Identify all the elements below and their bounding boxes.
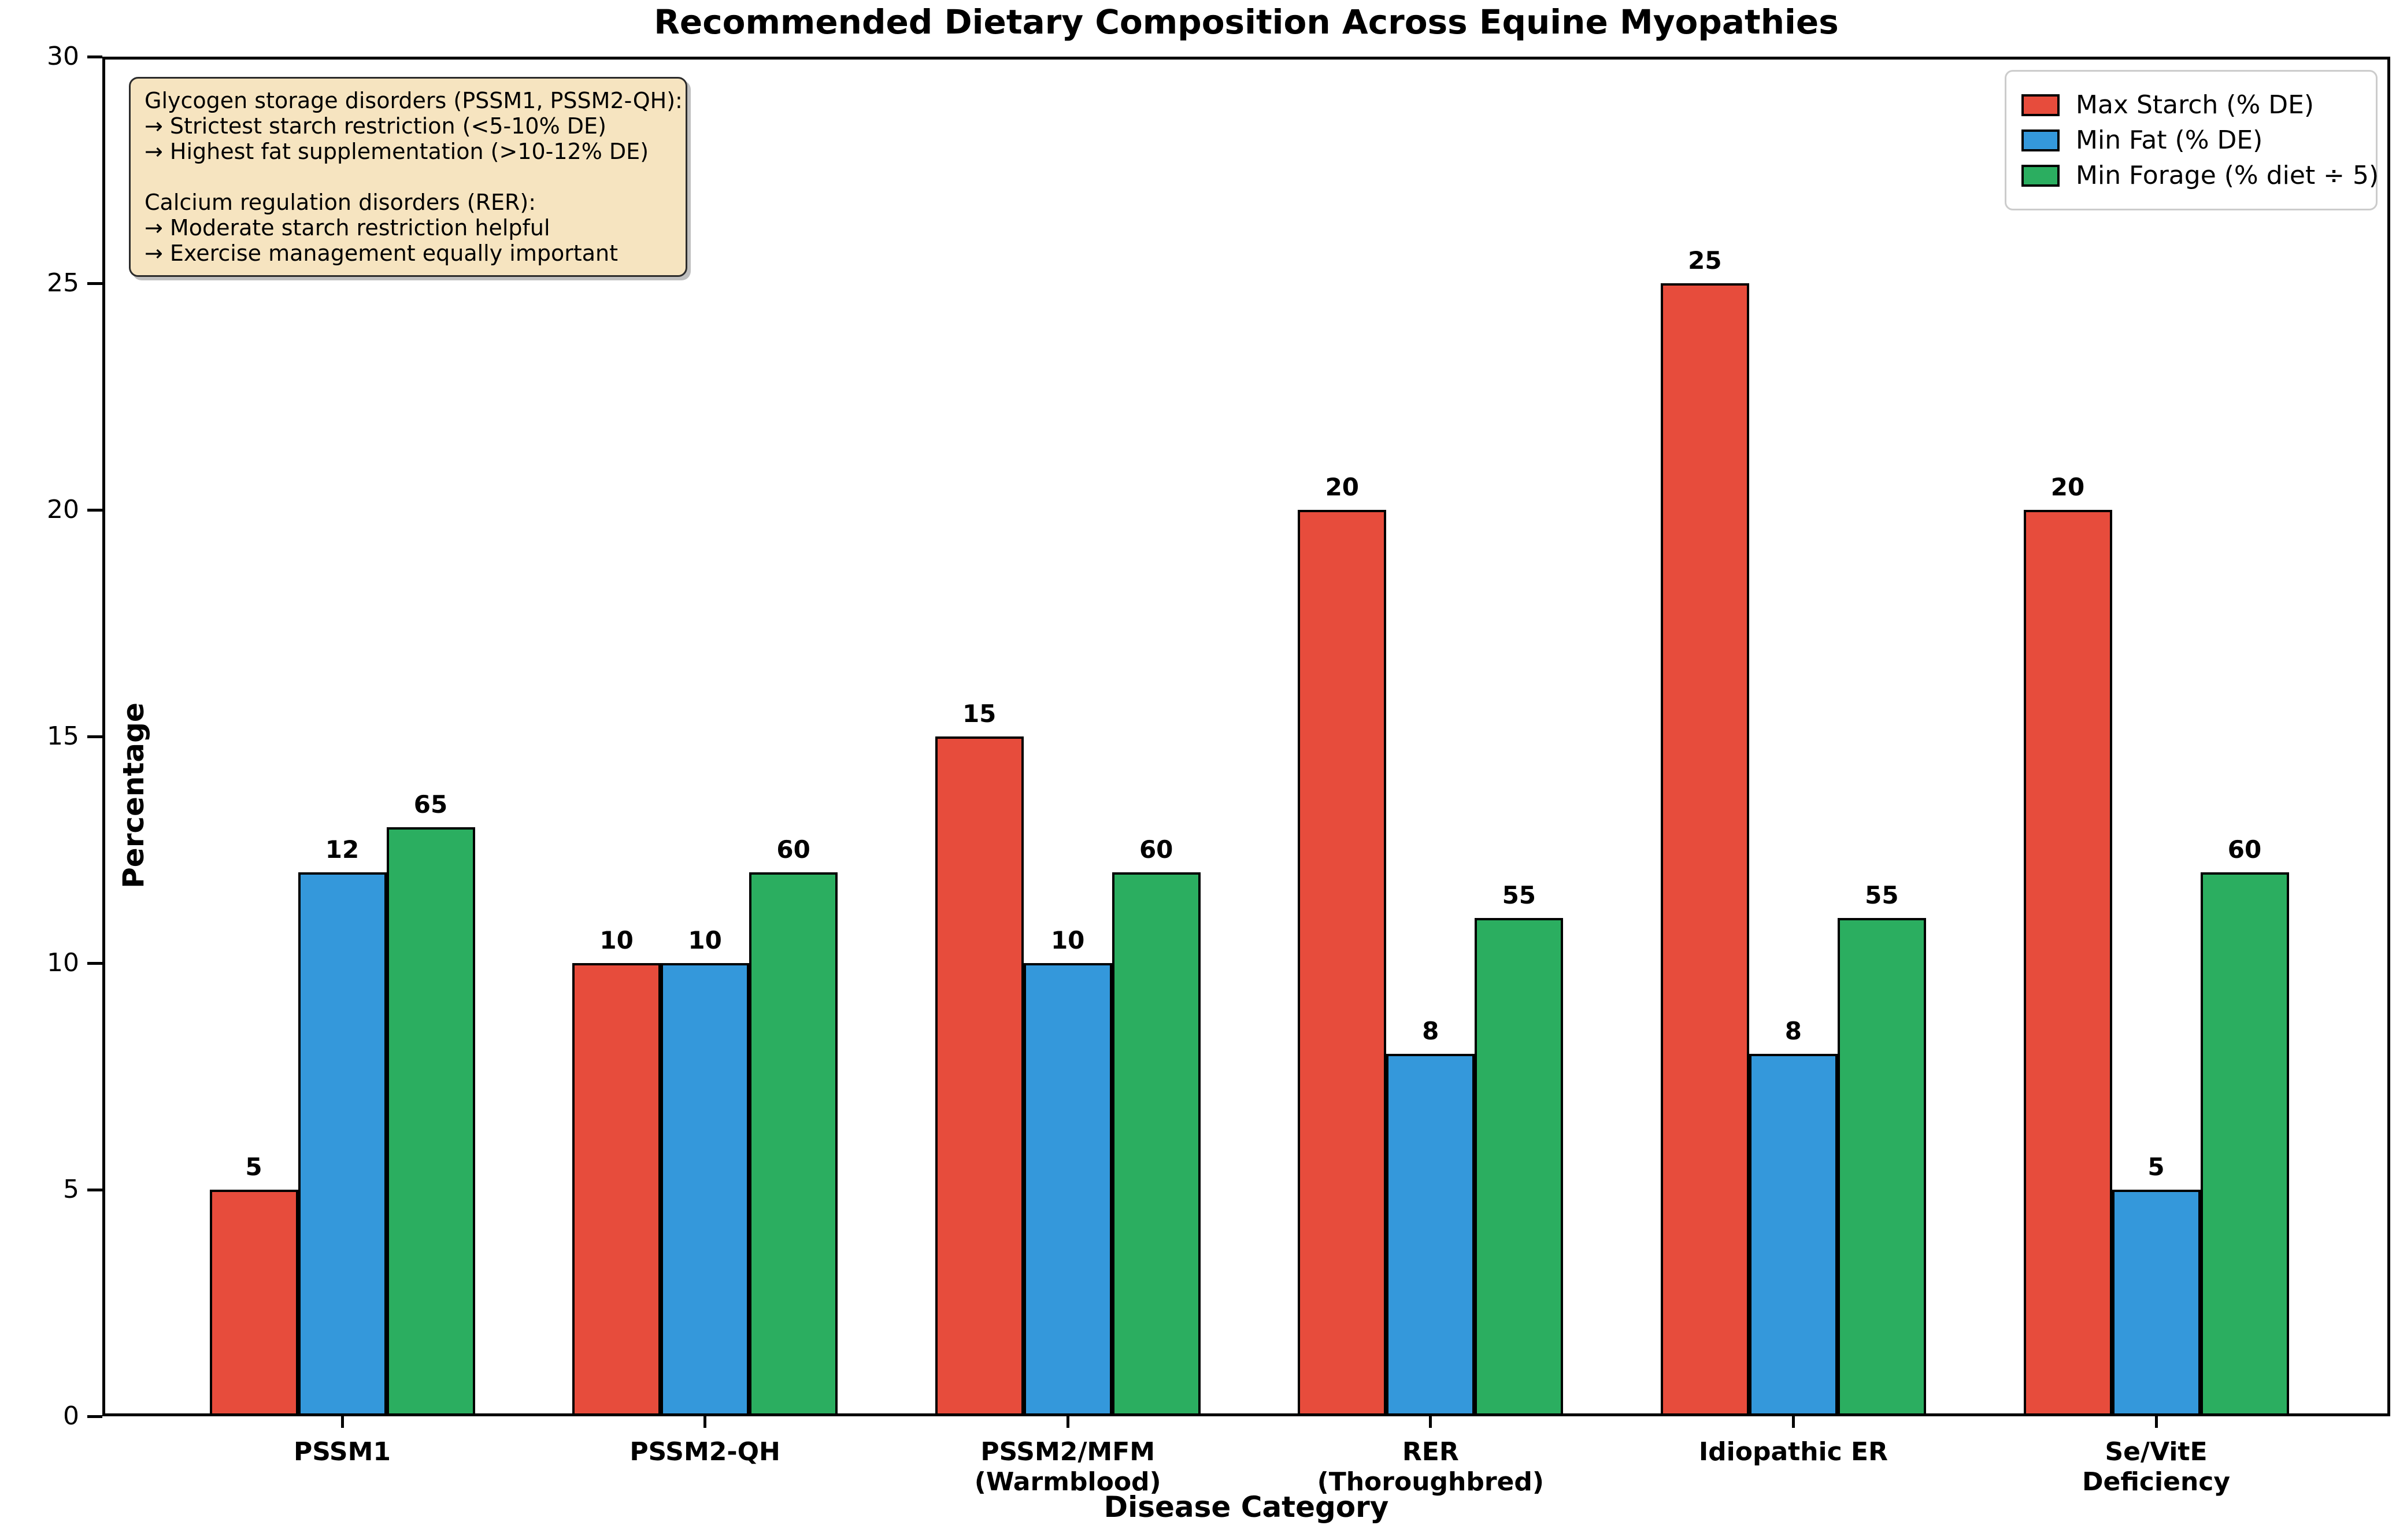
x-category-label: RER (Thoroughbred): [1317, 1437, 1544, 1497]
bar: [572, 963, 661, 1416]
bar: [661, 963, 750, 1416]
annotation-box: Glycogen storage disorders (PSSM1, PSSM2…: [129, 77, 687, 277]
bar-value-label: 10: [1050, 926, 1085, 954]
bar: [386, 827, 475, 1416]
legend-swatch-icon: [2021, 129, 2060, 151]
bar-value-label: 25: [1688, 246, 1722, 275]
y-tick-label: 25: [47, 268, 79, 298]
x-axis-label: Disease Category: [1103, 1490, 1389, 1524]
x-tick-mark: [1066, 1416, 1069, 1428]
bar: [2112, 1190, 2201, 1416]
legend-item: Min Fat (% DE): [2021, 125, 2361, 155]
bar: [2023, 510, 2112, 1416]
x-tick-mark: [2154, 1416, 2158, 1428]
annotation-line: [145, 164, 672, 190]
bar: [1475, 917, 1564, 1416]
x-category-label: Idiopathic ER: [1698, 1437, 1888, 1467]
y-axis-label: Percentage: [117, 702, 150, 889]
legend-swatch-icon: [2021, 94, 2060, 116]
bar: [935, 736, 1024, 1416]
annotation-line: → Moderate starch restriction helpful: [145, 215, 550, 240]
x-tick-mark: [340, 1416, 344, 1428]
x-category-label: PSSM2-QH: [629, 1437, 780, 1467]
y-tick-mark: [87, 961, 102, 965]
y-tick-mark: [87, 1415, 102, 1418]
bar-value-label: 65: [413, 790, 448, 819]
bar: [1386, 1053, 1475, 1416]
x-tick-mark: [703, 1416, 707, 1428]
y-tick-label: 15: [47, 721, 79, 751]
bar: [2200, 872, 2289, 1416]
bar-value-label: 5: [245, 1153, 262, 1181]
bar: [1660, 283, 1749, 1416]
bar-value-label: 12: [325, 835, 360, 864]
x-tick-mark: [1429, 1416, 1432, 1428]
bar-value-label: 10: [599, 926, 634, 954]
x-category-label: PSSM1: [293, 1437, 391, 1467]
bar-value-label: 55: [1502, 880, 1536, 909]
bar: [1023, 963, 1112, 1416]
legend-label: Min Fat (% DE): [2076, 125, 2263, 155]
annotation-line: → Strictest starch restriction (<5-10% D…: [145, 113, 606, 139]
y-tick-mark: [87, 735, 102, 738]
annotation-line: → Exercise management equally important: [145, 240, 619, 266]
y-tick-mark: [87, 55, 102, 58]
y-tick-label: 10: [47, 948, 79, 978]
bar: [1837, 917, 1926, 1416]
legend-label: Min Forage (% diet ÷ 5): [2076, 161, 2379, 190]
x-category-label: Se/VitE Deficiency: [2082, 1437, 2231, 1497]
annotation-line: → Highest fat supplementation (>10-12% D…: [145, 139, 649, 164]
bar: [209, 1190, 298, 1416]
bar-value-label: 20: [2050, 473, 2085, 501]
y-tick-label: 5: [63, 1175, 79, 1204]
bar-value-label: 60: [2227, 835, 2262, 864]
bar-value-label: 8: [1784, 1016, 1802, 1045]
bar-value-label: 55: [1865, 880, 1899, 909]
bar-value-label: 60: [776, 835, 810, 864]
bar-value-label: 20: [1325, 473, 1360, 501]
annotation-line: Calcium regulation disorders (RER):: [145, 190, 536, 215]
y-tick-label: 0: [63, 1401, 79, 1431]
x-category-label: PSSM2/MFM (Warmblood): [974, 1437, 1161, 1497]
annotation-line: Glycogen storage disorders (PSSM1, PSSM2…: [145, 88, 683, 113]
y-tick-mark: [87, 508, 102, 512]
bar: [749, 872, 838, 1416]
y-tick-mark: [87, 1188, 102, 1191]
bar-value-label: 8: [1422, 1016, 1439, 1045]
chart-title: Recommended Dietary Composition Across E…: [654, 2, 1839, 42]
bar: [298, 872, 387, 1416]
bar-value-label: 60: [1139, 835, 1173, 864]
bar-value-label: 5: [2147, 1153, 2165, 1181]
legend: Max Starch (% DE) Min Fat (% DE) Min Forag…: [2005, 70, 2379, 210]
bar-value-label: 15: [962, 699, 997, 728]
x-tick-mark: [1791, 1416, 1795, 1428]
legend-label: Max Starch (% DE): [2076, 90, 2315, 120]
y-tick-mark: [87, 282, 102, 285]
bar-value-label: 10: [688, 926, 722, 954]
bar: [1112, 872, 1201, 1416]
bar: [1749, 1053, 1838, 1416]
y-tick-label: 20: [47, 495, 79, 524]
legend-item: Min Forage (% diet ÷ 5): [2021, 161, 2379, 190]
legend-swatch-icon: [2021, 164, 2060, 187]
legend-item: Max Starch (% DE): [2021, 90, 2361, 120]
y-tick-label: 30: [47, 42, 79, 71]
bar: [1298, 510, 1387, 1416]
